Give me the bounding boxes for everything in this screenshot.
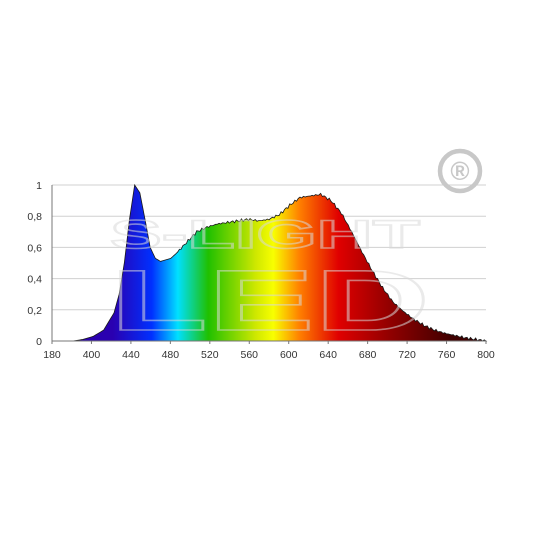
x-axis-ticks: 180 400 440 480 520 560 600 640 680 720 760 800 xyxy=(43,341,495,361)
x-tick-label: 680 xyxy=(359,349,377,361)
spectrum-area xyxy=(52,183,488,342)
y-tick-label: 0,6 xyxy=(27,242,42,254)
x-tick-label: 440 xyxy=(122,349,140,361)
x-tick-label: 560 xyxy=(241,349,259,361)
x-tick-label: 180 xyxy=(43,349,61,361)
y-tick-label: 0,4 xyxy=(27,274,42,286)
x-tick-label: 400 xyxy=(83,349,101,361)
watermark-brand-top: S-LIGHT xyxy=(110,213,420,257)
registered-mark-glyph: ® xyxy=(450,156,469,186)
y-axis-ticks: 0 0,2 0,4 0,6 0,8 1 xyxy=(27,180,42,348)
watermark: S-LIGHT LED xyxy=(109,212,431,350)
x-tick-label: 760 xyxy=(438,349,456,361)
y-tick-label: 1 xyxy=(36,180,42,192)
x-tick-label: 720 xyxy=(398,349,416,361)
y-tick-label: 0,8 xyxy=(27,211,42,223)
x-tick-label: 520 xyxy=(201,349,219,361)
x-tick-label: 640 xyxy=(319,349,337,361)
y-tick-label: 0,2 xyxy=(27,305,42,317)
y-tick-label: 0 xyxy=(36,336,42,348)
x-tick-label: 480 xyxy=(162,349,180,361)
x-tick-label: 800 xyxy=(477,349,495,361)
x-tick-label: 600 xyxy=(280,349,298,361)
registered-mark: ® xyxy=(437,148,483,194)
watermark-brand-bottom: LED xyxy=(110,253,430,349)
